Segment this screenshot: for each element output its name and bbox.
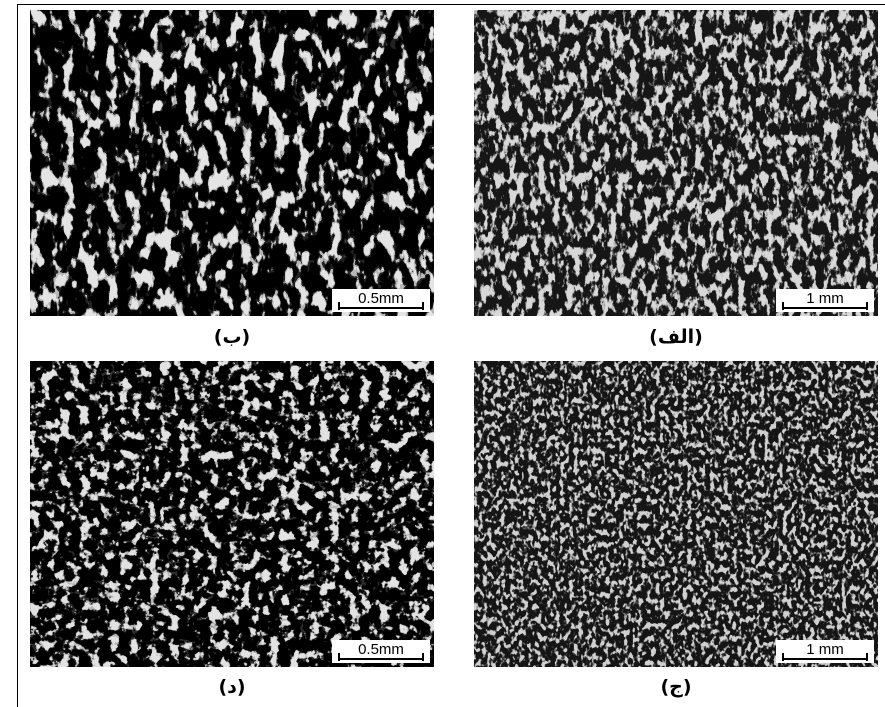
- panel-label: (الف): [649, 326, 703, 348]
- scale-line: [338, 302, 424, 310]
- scale-line: [782, 653, 868, 661]
- scale-bar: 0.5mm: [332, 289, 430, 312]
- scale-line: [338, 653, 424, 661]
- frame-line: [17, 4, 885, 5]
- scale-text: 1 mm: [806, 641, 844, 658]
- scale-text: 0.5mm: [358, 290, 404, 307]
- scale-text: 0.5mm: [358, 641, 404, 658]
- scale-bar: 0.5mm: [332, 640, 430, 663]
- micrograph-image: [30, 361, 434, 667]
- micrograph-image: [474, 361, 878, 667]
- micrograph: 0.5mm: [30, 10, 434, 316]
- micrograph: 1 mm: [474, 10, 878, 316]
- panel-label: (ج): [660, 676, 692, 698]
- micrograph: 1 mm: [474, 361, 878, 667]
- scale-line: [782, 302, 868, 310]
- panel-label: (ب): [213, 326, 251, 348]
- scale-bar: 1 mm: [776, 289, 874, 312]
- micrograph: 0.5mm: [30, 361, 434, 667]
- scale-text: 1 mm: [806, 290, 844, 307]
- panel-label: (د): [218, 676, 246, 698]
- micrograph-image: [474, 10, 878, 316]
- scale-bar: 1 mm: [776, 640, 874, 663]
- micrograph-image: [30, 10, 434, 316]
- frame-line: [17, 4, 18, 707]
